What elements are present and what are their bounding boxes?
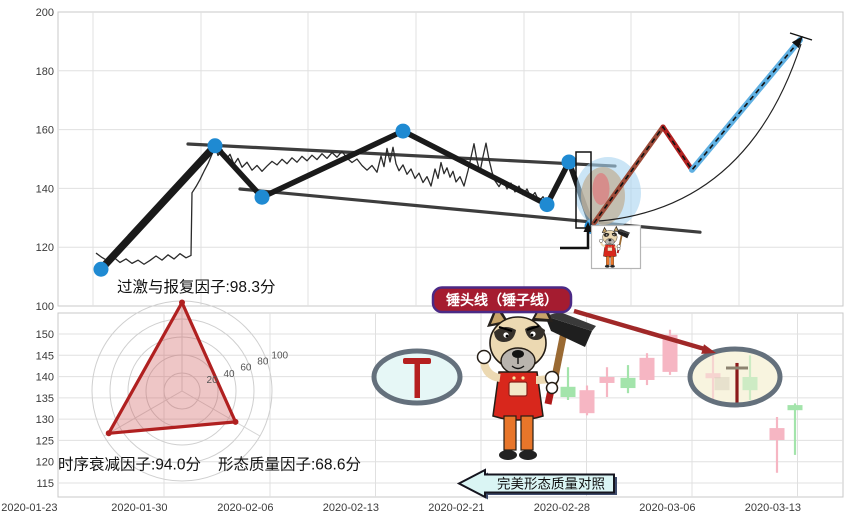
candle [787,403,803,455]
time-decay-factor-label: 时序衰减因子:94.0分 [58,456,201,474]
mini-dog-frame [590,224,642,270]
radar-tick-label: 100 [271,350,288,361]
candle [769,417,785,473]
pattern-pointer-arrow [573,308,709,353]
y-tick-label: 120 [36,242,54,254]
pivot-dot [207,138,223,154]
radar-polygon [107,300,238,435]
perfect-banner-label: 完美形态质量对照 [497,477,605,492]
axis-tick-labels: 200 180 160 140 120 100 150 145 140 135 130 125 120 1… [1,7,801,514]
radar-spoke [103,390,183,437]
trendline [186,142,617,168]
radar-vertex [232,418,239,425]
zigzag-first-segment [97,142,219,273]
projection-end-cap [789,32,813,41]
projection-layer [591,36,803,226]
candle [579,385,595,416]
y-tick-label: 160 [36,125,54,137]
radar-vertex [179,299,185,306]
l-shape-arrowhead [583,222,593,232]
hammer-banner-label: 锤头线（锤子线） [446,292,558,308]
x-tick-label: 2020-02-21 [428,502,484,514]
y-tick-label: 140 [36,372,54,384]
y-tick-label: 180 [36,66,54,78]
y-tick-label: 150 [36,329,54,341]
candle [639,353,655,386]
candle [620,365,636,394]
x-tick-label: 2020-02-28 [534,502,590,514]
y-tick-label: 100 [36,301,54,313]
radar-vertex [105,430,112,437]
x-tick-label: 2020-02-06 [217,502,273,514]
pattern-quality-factor-label: 形态质量因子:68.6分 [218,456,361,474]
radar-tick-label: 40 [223,369,235,380]
y-tick-label: 140 [36,183,54,195]
pivot-dot [561,154,577,170]
hammer-banner-box [431,286,573,314]
projection-arrowhead [791,36,803,49]
hammer-icon-handle [414,362,420,398]
candle [560,367,576,400]
pivot-dot [93,261,109,277]
banner-layer: 锤头线（锤子线） 完美形态质量对照 过激与报复因子:98.3分 时序衰减因子:9… [58,278,617,500]
candle [599,367,615,398]
candlestick-series [560,329,803,473]
radar-spoke [181,390,261,437]
projection-dashed-overlay [593,39,801,224]
projection-end-marker [789,32,813,49]
candle [742,355,758,400]
pattern-pointer-arrowhead [701,344,716,354]
candle [705,353,721,400]
projection-guide-curve [598,43,802,222]
pattern-highlight-ellipse-ring [687,346,783,408]
y-tick-label: 200 [36,7,54,19]
candle [714,376,730,391]
pattern-rect-marker [575,151,592,229]
x-tick-label: 2020-02-13 [323,502,379,514]
y-tick-label: 130 [36,414,54,426]
x-tick-label: 2020-03-13 [745,502,801,514]
y-tick-label: 120 [36,457,54,469]
highlight-ellipse-red [592,173,610,205]
hammer-icon-head [403,358,431,364]
x-tick-label: 2020-03-06 [639,502,695,514]
perfect-banner-arrow [456,468,615,499]
x-tick-label: 2020-01-30 [111,502,167,514]
candle [726,362,748,408]
pivot-dot [539,197,555,213]
y-tick-label: 145 [36,350,54,362]
price-chart-series [93,123,702,277]
pivot-dot [254,189,270,205]
candle-panel-annotations-over [573,308,783,408]
overreaction-factor-label: 过激与报复因子:98.3分 [117,278,275,296]
y-tick-label: 125 [36,435,54,447]
x-tick-label: 2020-01-23 [1,502,57,514]
price-line [95,142,593,265]
y-tick-label: 135 [36,393,54,405]
price-chart-annotations [560,43,802,250]
radar-tick-label: 20 [207,375,219,386]
l-shape-arrow [560,229,590,250]
radar-tick-label: 60 [240,363,252,374]
y-tick-label: 115 [36,478,54,490]
radar-tick-label: 80 [257,357,269,368]
pivot-dot [395,123,411,139]
